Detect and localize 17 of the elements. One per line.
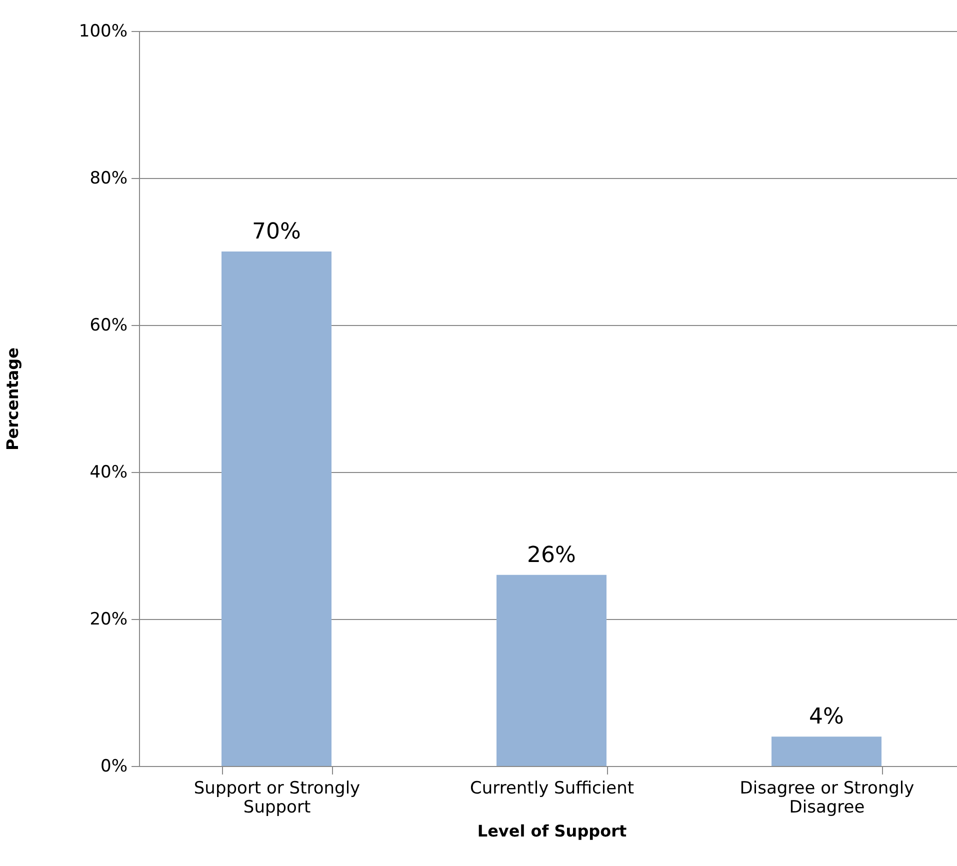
x-tick-label: Currently Sufficient: [470, 778, 634, 798]
y-axis-title: Percentage: [2, 347, 22, 450]
y-tick-label: 60%: [90, 316, 128, 336]
bar: [222, 252, 332, 766]
y-tick-label: 40%: [90, 462, 128, 482]
y-tick-label: 0%: [100, 756, 128, 776]
y-tick-label: 100%: [78, 22, 128, 42]
bar: [772, 736, 882, 766]
bar: [496, 574, 606, 766]
data-label: 26%: [527, 542, 576, 568]
y-tick-label: 20%: [90, 610, 128, 630]
y-tick-label: 80%: [90, 168, 128, 188]
data-label: 4%: [809, 704, 844, 730]
x-tick-label: Support or Strongly Support: [194, 778, 360, 818]
x-tick-label: Disagree or Strongly Disagree: [740, 778, 914, 818]
x-axis-title: Level of Support: [477, 822, 627, 840]
data-label: 70%: [252, 220, 301, 244]
